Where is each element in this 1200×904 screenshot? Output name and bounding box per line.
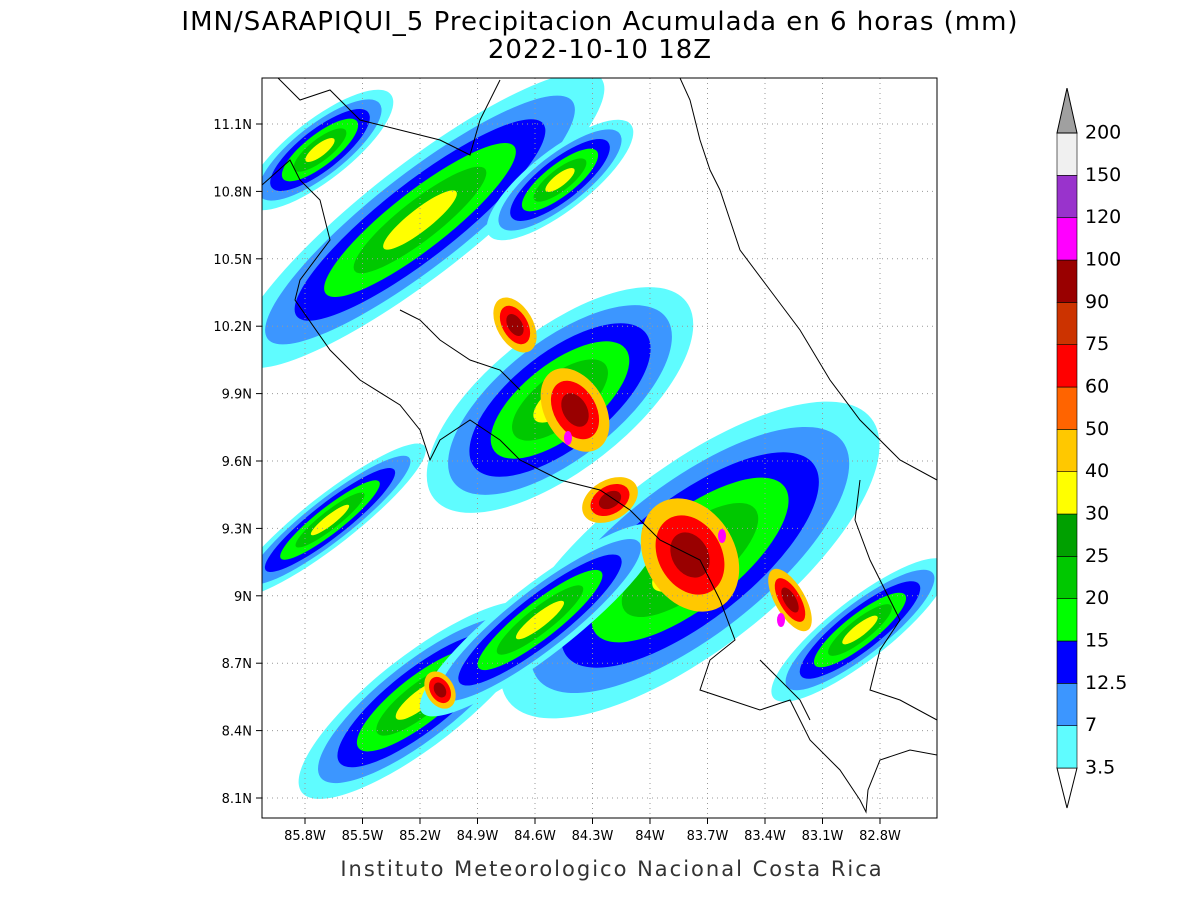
lat-label: 8.4N [222, 725, 252, 740]
precip-area [383, 190, 457, 250]
colorbar-swatch [1056, 344, 1078, 388]
lon-label: 84.6W [514, 829, 556, 844]
lat-label: 10.2N [213, 320, 252, 335]
colorbar-label: 15 [1085, 630, 1109, 652]
colorbar-label: 12.5 [1085, 672, 1127, 694]
colorbar-label: 40 [1085, 460, 1109, 482]
colorbar: 3.5 7 12.5 15 20 25 30 40 50 60 75 90 100 120 150 200 [1056, 87, 1127, 809]
lon-label: 83.7W [687, 829, 729, 844]
colorbar-swatch [1056, 259, 1078, 303]
precip-core [598, 490, 622, 510]
colorbar-swatch [1056, 683, 1078, 726]
title: IMN/SARAPIQUI_5 Precipitacion Acumulada … [181, 7, 1018, 37]
precip-area [842, 615, 878, 645]
colorbar-label: 100 [1085, 249, 1121, 271]
colorbar-swatch [1056, 175, 1078, 219]
colorbar-swatch [1056, 725, 1078, 769]
lat-label: 9.9N [222, 388, 252, 403]
colorbar-label: 75 [1085, 333, 1109, 355]
lon-label: 83.4W [744, 829, 786, 844]
lon-label: 84W [635, 829, 665, 844]
precip-area [515, 600, 565, 640]
lat-label: 9.3N [222, 522, 252, 537]
map-frame [261, 77, 938, 819]
lat-label: 11.1N [213, 118, 252, 133]
colorbar-label: 120 [1085, 206, 1121, 228]
colorbar-under [1056, 767, 1078, 809]
colorbar-label: 25 [1085, 545, 1109, 567]
precip-field [262, 78, 937, 799]
lat-label: 9.6N [222, 455, 252, 470]
colorbar-label: 200 [1085, 122, 1121, 144]
precip-core [506, 314, 524, 336]
lon-label: 85.5W [342, 829, 384, 844]
colorbar-swatch [1056, 556, 1078, 599]
precip-area [545, 167, 575, 193]
colorbar-swatch [1056, 471, 1078, 515]
colorbar-label: 20 [1085, 587, 1109, 609]
lon-label: 82.8W [859, 829, 901, 844]
colorbar-swatch [1056, 132, 1078, 176]
precip-core [781, 587, 799, 613]
colorbar-swatch [1056, 513, 1078, 557]
precip-area [310, 504, 350, 536]
precip-core [561, 393, 589, 427]
lon-label: 84.9W [457, 829, 499, 844]
precip-core [433, 682, 447, 698]
colorbar-label: 150 [1085, 164, 1121, 186]
colorbar-label: 50 [1085, 418, 1109, 440]
colorbar-label: 30 [1085, 503, 1109, 525]
colorbar-swatch [1056, 217, 1078, 261]
colorbar-label: 90 [1085, 291, 1109, 313]
precip-peak [718, 529, 726, 543]
lon-label: 83.1W [802, 829, 844, 844]
colorbar-swatch [1056, 429, 1078, 472]
lat-label: 8.1N [222, 792, 252, 807]
coastlines [262, 78, 937, 814]
precip-peak [564, 431, 572, 445]
colorbar-swatch [1056, 302, 1078, 345]
lat-label: 10.8N [213, 185, 252, 200]
lat-label: 9N [234, 590, 252, 605]
colorbar-swatch [1056, 386, 1078, 430]
colorbar-label: 3.5 [1085, 757, 1115, 779]
lon-label: 84.3W [572, 829, 614, 844]
colorbar-over [1056, 87, 1078, 134]
lon-label: 85.2W [399, 829, 441, 844]
colorbar-label: 7 [1085, 714, 1097, 736]
lat-label: 8.7N [222, 657, 252, 672]
colorbar-swatch [1056, 598, 1078, 642]
colorbar-label: 60 [1085, 376, 1109, 398]
precip-area [305, 137, 335, 163]
grid: 11.1N 10.8N 10.5N 10.2N 9.9N 9.6N 9.3N 9N 8.7N 8.… [213, 78, 937, 844]
precip-peak [777, 613, 785, 627]
lon-label: 85.8W [284, 829, 326, 844]
subtitle: 2022-10-10 18Z [488, 35, 712, 65]
colorbar-swatch [1056, 640, 1078, 684]
footer: Instituto Meteorologico Nacional Costa R… [340, 857, 883, 881]
lat-label: 10.5N [213, 253, 252, 268]
